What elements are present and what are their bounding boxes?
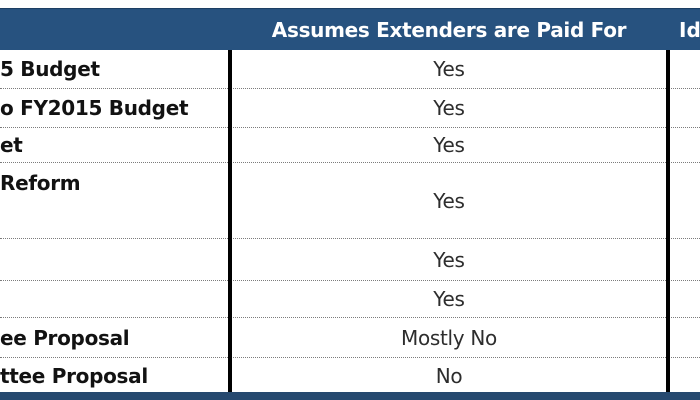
row-value: Yes xyxy=(433,287,465,311)
row-right-stub xyxy=(668,50,700,88)
column-divider-right xyxy=(666,50,670,392)
table-row: Yes xyxy=(0,281,700,318)
table-row: ttee Proposal No xyxy=(0,358,700,393)
table-row: ee Proposal Mostly No xyxy=(0,318,700,358)
row-value: Yes xyxy=(433,57,465,81)
table-bottom-border xyxy=(0,392,700,400)
row-label: 5 Budget xyxy=(0,57,100,81)
top-margin xyxy=(0,0,700,8)
row-label: o FY2015 Budget xyxy=(0,96,189,120)
table-header-row: Assumes Extenders are Paid For Id xyxy=(0,8,700,50)
row-value: Yes xyxy=(433,247,465,272)
row-right-stub xyxy=(668,281,700,317)
header-extenders-column: Assumes Extenders are Paid For xyxy=(271,17,627,42)
header-right-column-partial: Id xyxy=(679,17,700,42)
table-row: 5 Budget Yes xyxy=(0,50,700,89)
row-value: Yes xyxy=(433,96,465,120)
row-label: ttee Proposal xyxy=(0,363,148,388)
table-row: o FY2015 Budget Yes xyxy=(0,89,700,128)
row-label: Reform xyxy=(0,171,81,195)
row-right-stub xyxy=(668,128,700,162)
row-right-stub xyxy=(668,89,700,127)
row-right-stub xyxy=(668,239,700,280)
row-label xyxy=(0,239,230,280)
row-right-stub xyxy=(668,318,700,357)
row-label xyxy=(0,281,230,317)
table-row: Yes xyxy=(0,239,700,281)
row-value: Yes xyxy=(433,188,465,213)
table-row: Reform Yes xyxy=(0,163,700,239)
table-row: et Yes xyxy=(0,128,700,163)
table-body: 5 Budget Yes o FY2015 Budget Yes et Yes … xyxy=(0,50,700,393)
row-value: Mostly No xyxy=(400,325,497,350)
row-label: ee Proposal xyxy=(0,325,130,350)
row-value: No xyxy=(435,363,463,388)
row-label: et xyxy=(0,133,23,157)
row-value: Yes xyxy=(433,133,465,157)
row-right-stub xyxy=(668,358,700,393)
row-right-stub xyxy=(668,163,700,238)
column-divider-left xyxy=(228,50,232,392)
